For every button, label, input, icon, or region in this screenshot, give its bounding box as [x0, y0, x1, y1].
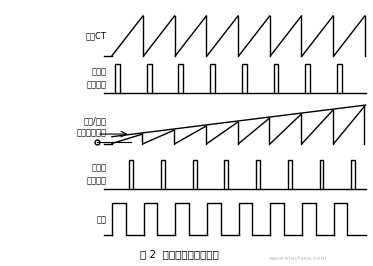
Text: 复位输入: 复位输入	[86, 176, 106, 185]
Text: 图 2  反激电路的工作波形: 图 2 反激电路的工作波形	[140, 249, 219, 259]
Text: www.elecfans.com: www.elecfans.com	[269, 256, 327, 260]
Text: 电容CT: 电容CT	[85, 31, 106, 40]
Text: 电流取样输入: 电流取样输入	[76, 128, 106, 138]
Text: 锁存器: 锁存器	[91, 163, 106, 172]
Text: 置位输入: 置位输入	[86, 81, 106, 90]
Text: 输出/补偿: 输出/补偿	[84, 117, 106, 126]
Text: 输出: 输出	[96, 215, 106, 224]
Text: 锁存器: 锁存器	[91, 67, 106, 76]
